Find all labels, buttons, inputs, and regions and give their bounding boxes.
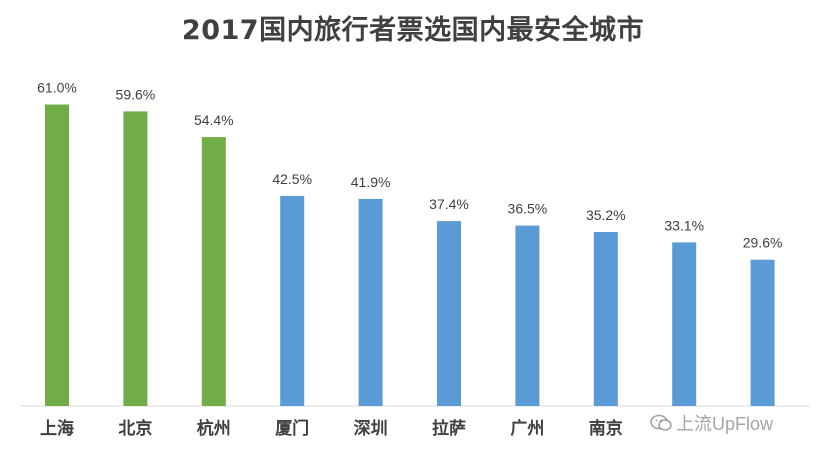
bar-1 [123, 111, 148, 407]
watermark-text: 上流UpFlow [676, 414, 774, 434]
category-label-2: 杭州 [197, 418, 231, 439]
value-label-6: 36.5% [508, 201, 548, 217]
bars-layer [45, 104, 775, 407]
category-label-3: 厦门 [275, 418, 309, 439]
value-label-9: 29.6% [743, 235, 783, 251]
category-label-1: 北京 [118, 418, 152, 439]
bar-4 [358, 198, 383, 406]
category-label-6: 广州 [510, 418, 544, 439]
wechat-icon [650, 414, 672, 431]
chart-title: 2017国内旅行者票选国内最安全城市 [181, 15, 645, 46]
watermark: 上流UpFlow [650, 410, 773, 436]
category-label-4: 深圳 [354, 418, 388, 439]
category-label-0: 上海 [40, 418, 74, 439]
bar-7 [593, 232, 618, 406]
bar-5 [437, 221, 461, 406]
bar-8 [672, 242, 697, 406]
value-label-1: 59.6% [116, 86, 156, 102]
category-label-7: 南京 [589, 418, 623, 439]
value-label-4: 41.9% [351, 174, 391, 190]
bar-9 [750, 259, 775, 406]
category-label-5: 拉萨 [432, 418, 466, 439]
value-label-5: 37.4% [429, 196, 469, 212]
value-labels-layer: 61.0% 59.6% 54.4% 42.5% 41.9% 37.4% 36.5% 35.2%… [37, 80, 782, 251]
value-label-7: 35.2% [586, 207, 626, 223]
bar-3 [280, 195, 305, 406]
category-labels-layer: 上海 北京 杭州 厦门 深圳 拉萨 广州 南京 [40, 418, 623, 439]
value-label-0: 61.0% [37, 80, 77, 96]
bar-6 [515, 225, 540, 406]
bar-2 [201, 137, 226, 406]
value-label-2: 54.4% [194, 112, 234, 128]
value-label-8: 33.1% [664, 217, 704, 233]
value-label-3: 42.5% [272, 171, 312, 187]
bar-0 [45, 104, 69, 406]
